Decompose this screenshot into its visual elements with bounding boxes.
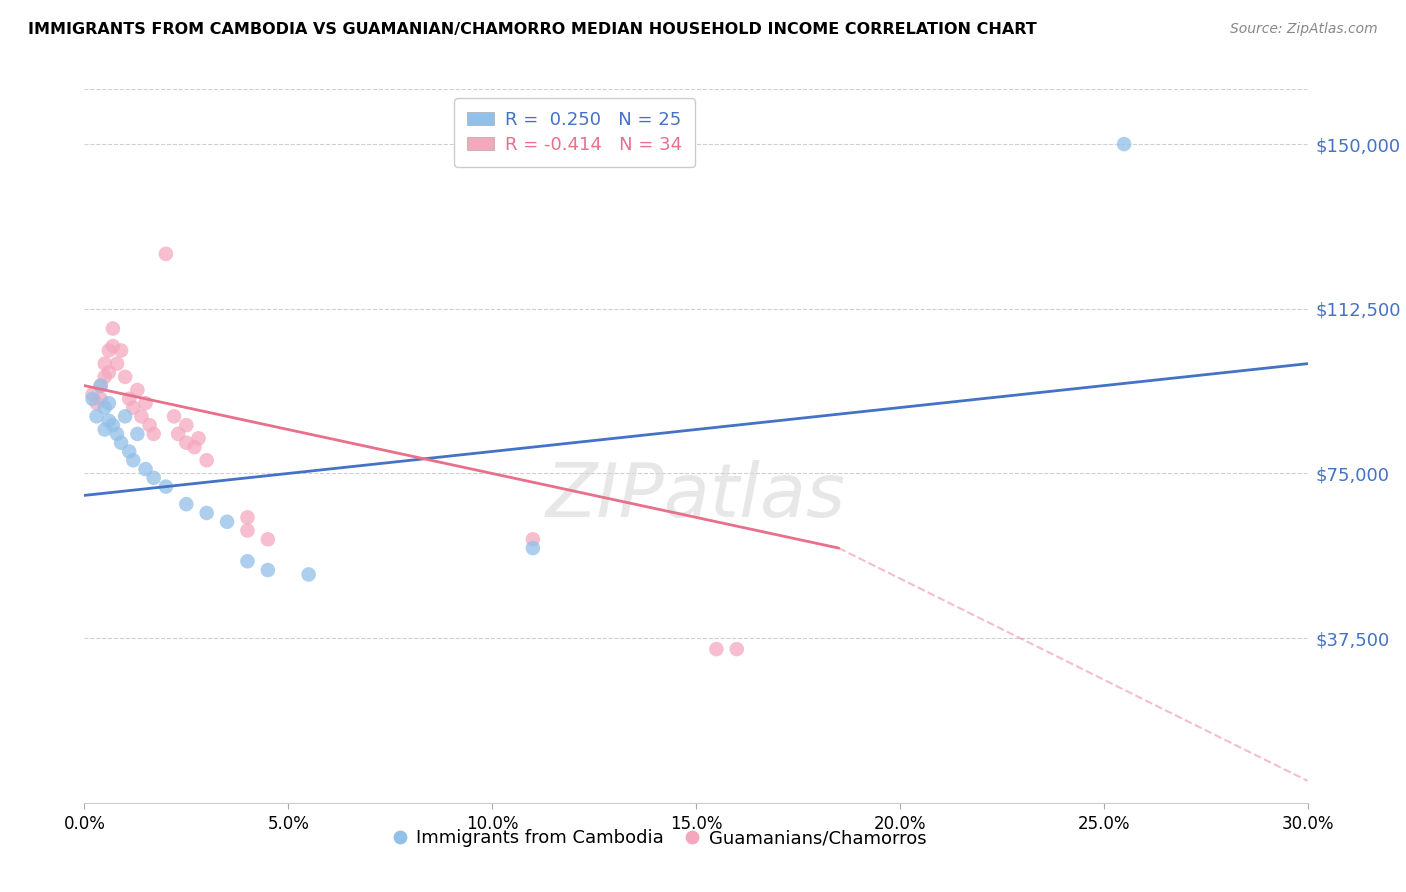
Point [155,480,177,494]
Point [122,401,145,415]
Point [163,409,186,424]
Point [706,642,728,657]
Point [114,369,136,384]
Point [142,426,165,441]
Text: IMMIGRANTS FROM CAMBODIA VS GUAMANIAN/CHAMORRO MEDIAN HOUSEHOLD INCOME CORRELATI: IMMIGRANTS FROM CAMBODIA VS GUAMANIAN/CH… [28,22,1036,37]
Point [217,515,239,529]
Point [257,563,280,577]
Point [90,378,112,392]
Point [195,453,218,467]
Point [90,392,112,406]
Point [82,387,104,401]
Point [105,357,128,371]
Point [93,357,115,371]
Point [101,418,124,433]
Point [93,401,115,415]
Point [127,383,149,397]
Legend: Immigrants from Cambodia, Guamanians/Chamorros: Immigrants from Cambodia, Guamanians/Cha… [385,822,934,855]
Point [138,418,160,433]
Point [110,435,132,450]
Point [93,369,115,384]
Point [82,392,104,406]
Point [236,554,259,568]
Point [174,418,197,433]
Point [101,339,124,353]
Point [135,396,157,410]
Point [97,414,120,428]
Point [135,462,157,476]
Point [118,392,141,406]
Point [86,409,108,424]
Point [236,510,259,524]
Point [97,343,120,358]
Point [131,409,153,424]
Point [86,396,108,410]
Point [93,423,115,437]
Text: ZIPatlas: ZIPatlas [546,460,846,532]
Point [522,541,544,555]
Point [97,396,120,410]
Point [167,426,190,441]
Point [195,506,218,520]
Point [725,642,748,657]
Point [522,533,544,547]
Point [174,435,197,450]
Point [90,378,112,392]
Point [105,426,128,441]
Point [236,524,259,538]
Point [118,444,141,458]
Point [187,431,209,445]
Point [1114,137,1136,152]
Point [122,453,145,467]
Point [155,247,177,261]
Point [114,409,136,424]
Point [97,366,120,380]
Point [174,497,197,511]
Point [257,533,280,547]
Text: Source: ZipAtlas.com: Source: ZipAtlas.com [1230,22,1378,37]
Point [127,426,149,441]
Point [183,440,205,454]
Point [142,471,165,485]
Point [101,321,124,335]
Point [298,567,321,582]
Point [110,343,132,358]
